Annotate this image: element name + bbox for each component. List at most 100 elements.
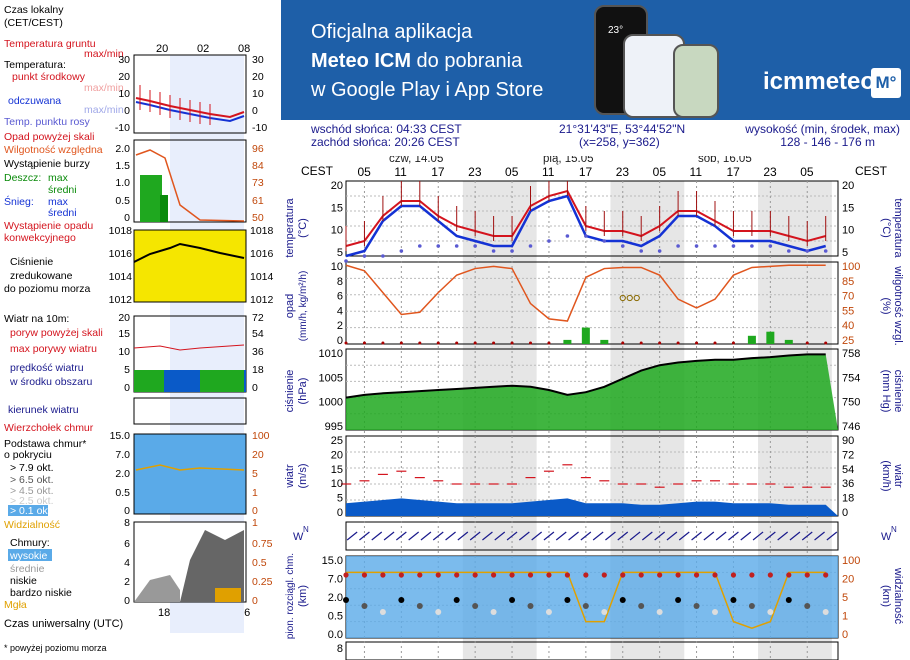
hour-tick-6: 17 [579, 165, 593, 179]
dew-point-dot [787, 249, 791, 253]
hour-tick-10: 17 [726, 165, 740, 179]
cloud-base-dot [785, 597, 792, 603]
wind-arrow [395, 531, 407, 541]
pres-tick-l-3: 995 [325, 421, 343, 433]
precip-bar [600, 339, 609, 344]
legend-wind-tick-l4: 0 [124, 382, 130, 394]
legend-cloud-tick-l1: 7.0 [115, 449, 130, 461]
legend-temp-tick-l2: 10 [118, 88, 130, 100]
hum-tick-r-0: 100 [842, 261, 860, 273]
legend-vis-tick-r3: 1 [252, 487, 258, 499]
precip-tick-l-3: 4 [337, 305, 343, 317]
legend-cloud-tick-l3: 0.5 [115, 487, 130, 499]
cloud-top-dot [361, 572, 368, 578]
temp-tick-l-0: 20 [331, 180, 343, 192]
legend-wind-tick-r4: 0 [252, 382, 258, 394]
no-precip-dot [492, 341, 496, 345]
pres-tick-l-0: 1010 [319, 348, 343, 360]
cloud-top-dot [527, 572, 534, 578]
legend-cloud-base: Podstawa chmur* [4, 438, 86, 450]
dew-point-dot [399, 249, 404, 253]
pres-tick-r-3: 746 [842, 421, 860, 433]
compass-left-icon-n: N [303, 525, 309, 534]
legend-okt45: > 4.5 okt. [10, 485, 54, 497]
pres-unit-left: (hPa) [297, 378, 309, 405]
cloud-top-dot [472, 572, 478, 578]
compass-left-icon: W [293, 531, 304, 543]
legend-wind-tick-r1: 54 [252, 328, 264, 340]
dew-point-dot [805, 249, 810, 253]
legend-cl-tick-l3: 2 [124, 576, 130, 588]
no-precip-dot [621, 341, 625, 345]
legend-temperature: Temperatura: [4, 59, 66, 71]
cloud-base-dot [379, 609, 386, 615]
legend-precip-above: Opad powyżej skali [4, 131, 94, 143]
compass-right-icon-n: N [891, 525, 897, 534]
app-promo-banner[interactable]: Oficjalna aplikacja Meteo ICM do pobrani… [281, 0, 910, 120]
wind-arrow [420, 531, 432, 541]
hour-tick-9: 11 [690, 165, 703, 179]
cloud-base-dot [748, 603, 755, 609]
storm-mark [619, 294, 626, 302]
no-precip-dot [731, 341, 735, 345]
wind-arrow [617, 531, 629, 541]
wind-arrow [346, 531, 358, 541]
meteogram: CEST CEST czw, 14.05 pią, 15.05 sob, 16.… [284, 156, 904, 660]
dew-point-dot [510, 249, 514, 253]
wind-label-right: wiatr [892, 463, 904, 488]
precip-bar [766, 331, 775, 344]
cloud-base-dot [453, 597, 460, 603]
precip-label-left: opad [284, 294, 296, 318]
legend-rain-max: max [48, 172, 69, 184]
legend-vis-tick-r4: 0 [252, 505, 258, 517]
dew-point-dot [454, 244, 459, 248]
cloud-top-dot [767, 572, 773, 578]
wind-label-left: wiatr [284, 464, 296, 489]
legend-cloud-tick-l0: 15.0 [110, 430, 131, 442]
cloud-top-dot [749, 572, 755, 578]
wind-arrow [482, 531, 493, 541]
storm-mark [626, 294, 633, 302]
hour-ticks: 05 11 17 23 05 11 17 23 05 11 17 23 05 [357, 165, 813, 179]
cloud-base-dot [601, 609, 608, 615]
precip-bar [747, 335, 756, 344]
hum-unit-right: (%) [880, 297, 892, 314]
temp-tick-l-3: 5 [337, 247, 343, 259]
dew-point-dot [584, 234, 588, 238]
dew-point-dot [768, 244, 773, 248]
wind-arrow [408, 531, 420, 541]
cloud-top-dot [435, 572, 441, 578]
legend-pres-tick-r1: 1016 [250, 248, 274, 260]
precip-tick-l-1: 8 [337, 276, 343, 288]
legend-cloud-top: Wierzchołek chmur [4, 422, 94, 434]
dew-point-dot [713, 244, 717, 248]
coords-text: 21°31'43"E, 53°44'52"N [559, 122, 686, 136]
wind-tick-r-5: 0 [842, 507, 848, 519]
wind-arrow [703, 531, 715, 541]
no-precip-dot [824, 341, 828, 345]
legend-dew-point: Temp. punktu rosy [4, 116, 91, 128]
legend-panel: Czas lokalny (CET/CEST) 20 02 08 Tempera… [4, 4, 274, 653]
phone-temp: 23° [608, 25, 624, 36]
cloud-base-dot [398, 597, 405, 603]
wind-arrow [654, 531, 666, 541]
wind-arrow [715, 531, 727, 541]
cloud-top-dot [546, 572, 552, 578]
legend-cl-tick-r2: 0.5 [252, 557, 267, 569]
no-precip-dot [381, 341, 385, 345]
legend-high: wysokie [9, 550, 48, 562]
legend-mini-panels [133, 54, 247, 633]
cloud-top-dot [620, 572, 626, 578]
cloud-base-dot [361, 603, 368, 609]
no-precip-dot [713, 341, 717, 345]
wind-arrow [383, 531, 395, 541]
cloud-label-left: pion. rozciągl. chm. [285, 553, 296, 639]
series-fills [346, 327, 838, 638]
legend-temp-tick-r4: -10 [252, 122, 267, 134]
no-precip-dot [805, 341, 809, 345]
cloud-top-dot [657, 572, 663, 578]
legend-wind-dir: kierunek wiatru [8, 404, 79, 416]
temp-tick-l-2: 10 [331, 225, 343, 237]
vis-tick-r-2: 5 [842, 592, 848, 604]
wind-arrow [826, 531, 838, 541]
